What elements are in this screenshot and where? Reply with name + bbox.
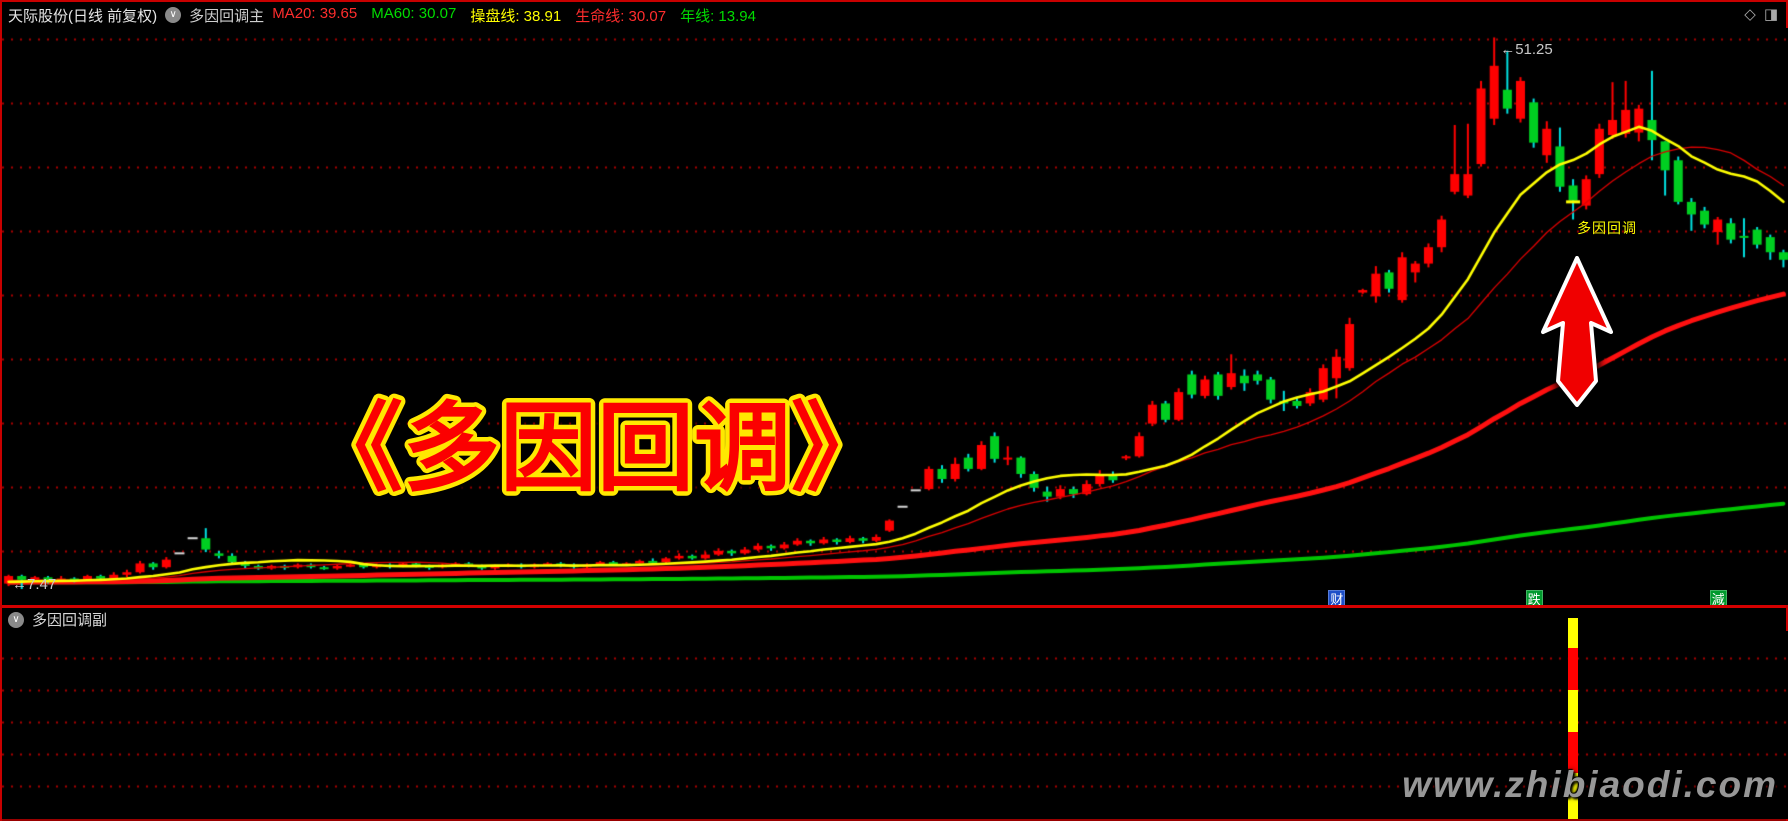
signal-label: 多因回调 xyxy=(1577,220,1638,236)
main-indicator-name: 多因回调主 xyxy=(189,7,265,25)
signal-bar-segment xyxy=(1568,618,1579,648)
ma-legend: MA20: 39.65 MA60: 30.07 操盘线: 38.91 生命线: 30.… xyxy=(272,5,756,26)
header-bar: 天际股份(日线 前复权) ∨ 多因回调主 MA20: 39.65 MA60: 30… xyxy=(2,2,1786,28)
legend-item-MA20: MA20: 39.65 xyxy=(272,4,358,22)
promo-watermark: 《多因回调》 xyxy=(302,390,893,508)
site-watermark: www.zhibiaodi.com xyxy=(1402,764,1778,805)
signal-bar-segment xyxy=(1568,773,1579,819)
chevron-down-icon[interactable]: ∨ xyxy=(8,611,24,628)
stock-title: 天际股份(日线 前复权) xyxy=(8,7,158,25)
sub-chart-panel xyxy=(2,631,1788,819)
main-chart-canvas[interactable] xyxy=(2,28,1788,605)
bottom-border xyxy=(2,819,1786,821)
legend-item-操盘线: 操盘线: 38.91 xyxy=(470,7,562,25)
legend-item-年线: 年线: 13.94 xyxy=(680,7,756,25)
legend-item-MA60: MA60: 30.07 xyxy=(371,4,457,22)
signal-bar-segment xyxy=(1568,648,1579,690)
up-arrow-shape xyxy=(1541,256,1614,407)
panel-divider[interactable] xyxy=(2,605,1786,608)
signal-bar-segment xyxy=(1568,732,1579,773)
promo-watermark-text: 《多因回调》 xyxy=(306,394,888,503)
sub-indicator-name: 多因回调副 xyxy=(32,612,108,629)
window-controls: ◇ ◨ xyxy=(1744,5,1778,23)
min-price-label: ←7.47 xyxy=(12,576,57,593)
legend-item-生命线: 生命线: 30.07 xyxy=(575,7,667,25)
sub-panel-header: ∨ 多因回调副 xyxy=(2,608,1786,631)
chevron-down-icon[interactable]: ∨ xyxy=(165,7,182,23)
signal-bar-segment xyxy=(1568,690,1579,732)
up-arrow-annotation xyxy=(1541,256,1614,407)
split-pane-icon[interactable]: ◨ xyxy=(1763,6,1778,23)
sub-chart-canvas[interactable] xyxy=(2,631,1788,819)
maximize-diamond-icon[interactable]: ◇ xyxy=(1744,6,1756,23)
max-price-label: ←51.25 xyxy=(1500,41,1553,58)
signal-bar xyxy=(1568,618,1579,819)
main-chart-panel: 《多因回调》 ←51.25 ←7.47 多因回调 财跌減 xyxy=(2,28,1788,607)
